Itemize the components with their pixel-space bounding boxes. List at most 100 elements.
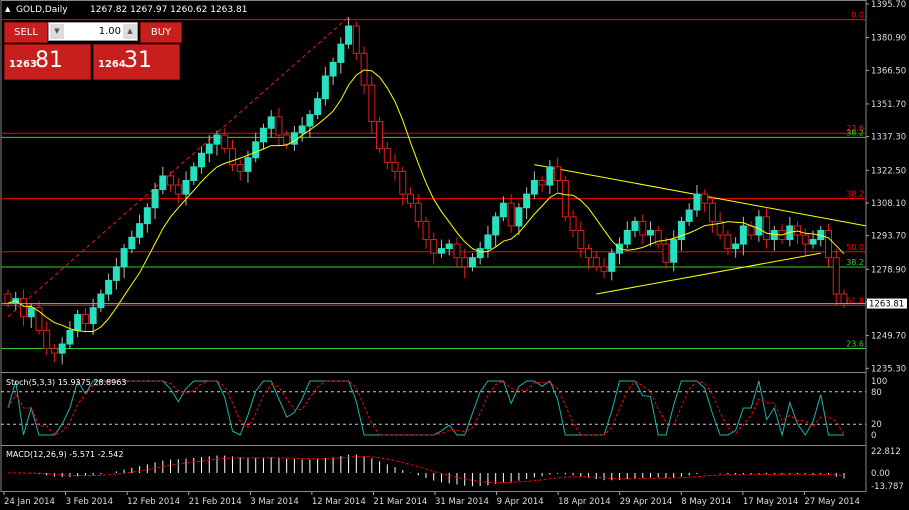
down-arrow-icon[interactable]: ▼	[50, 24, 64, 39]
candle-body-78	[608, 252, 616, 272]
candle-body-97	[755, 216, 763, 236]
candle-body-9	[74, 313, 82, 331]
buy-button[interactable]: BUY	[140, 22, 182, 43]
stoch-label: Stoch(5,3,3) 15.9375 28.8963	[6, 378, 126, 387]
price-tick-7: 1293.70	[871, 232, 906, 242]
candle-body-51	[399, 170, 407, 195]
candle-body-27	[213, 134, 221, 145]
fib-label-4: 61.8	[846, 296, 864, 305]
buy-price-box[interactable]: 1264 31	[93, 44, 180, 80]
fib-label-1: 23.6	[846, 124, 864, 133]
candle-body-33	[259, 127, 267, 143]
candle-body-45	[352, 25, 360, 54]
up-arrow-icon[interactable]: ▲	[123, 24, 137, 39]
candle-body-21	[167, 175, 175, 186]
date-tick-9: 18 Apr 2014	[558, 497, 611, 507]
candle-body-103	[801, 234, 809, 245]
candle-body-22	[174, 184, 182, 195]
date-tick-13: 27 May 2014	[804, 497, 859, 507]
candle-body-7	[58, 343, 66, 354]
date-tick-11: 8 May 2014	[681, 497, 731, 507]
triangle-lower-line	[596, 252, 821, 295]
candle-body-55	[430, 239, 438, 254]
candle-body-56	[437, 248, 445, 254]
lot-size-input[interactable]	[65, 24, 121, 39]
buy-price-small: 1264	[98, 59, 126, 70]
candle-body-104	[809, 239, 817, 245]
candle-body-18	[143, 207, 151, 225]
candle-body-95	[739, 225, 747, 245]
macd-label: MACD(12,26,9) -5.571 -2.542	[6, 450, 123, 459]
candle-body-60	[468, 257, 476, 268]
candle-body-38	[298, 125, 306, 134]
stoch-signal-line	[7, 380, 845, 436]
candle-body-106	[825, 229, 833, 259]
candle-body-26	[205, 143, 213, 154]
candle-body-17	[136, 223, 144, 238]
candle-body-90	[701, 193, 709, 204]
price-tick-4: 1337.30	[871, 133, 906, 143]
candle-body-11	[89, 307, 97, 325]
candle-body-107	[832, 257, 840, 295]
current-price-box	[867, 298, 907, 309]
candle-body-53	[414, 202, 422, 222]
fib-label-7: 23.6	[846, 340, 864, 349]
date-tick-7: 31 Mar 2014	[435, 497, 489, 507]
price-tick-11: 1235.30	[871, 364, 906, 374]
candle-body-61	[476, 248, 484, 259]
fib-label-0: 0.0	[851, 11, 864, 20]
candle-body-28	[221, 134, 229, 150]
price-tick-8: 1278.90	[871, 265, 906, 275]
candle-body-36	[283, 134, 291, 145]
stoch-tick-1: 80	[871, 388, 882, 398]
macd-tick-0: 22.812	[871, 447, 901, 457]
candle-body-63	[492, 216, 500, 236]
candle-body-16	[128, 236, 136, 250]
candle-body-52	[407, 193, 415, 204]
one-click-trading-panel: SELL ▼ ▲ BUY 1263 81 1264 31	[4, 22, 182, 82]
candle-body-86	[670, 239, 678, 263]
price-tick-10: 1249.70	[871, 332, 906, 342]
candle-body-96	[747, 225, 755, 236]
stoch-tick-3: 0	[871, 431, 876, 441]
date-tick-8: 9 Apr 2014	[497, 497, 544, 507]
header-symbol: GOLD,Daily	[16, 5, 68, 15]
candle-body-12	[97, 293, 105, 309]
date-tick-2: 12 Feb 2014	[127, 497, 180, 507]
sell-price-box[interactable]: 1263 81	[4, 44, 91, 80]
candle-body-8	[66, 329, 74, 345]
candle-body-91	[708, 202, 716, 222]
price-tick-1: 1380.90	[871, 34, 906, 44]
candle-body-80	[623, 229, 631, 245]
candle-body-49	[383, 148, 391, 163]
candle-body-108	[840, 293, 848, 305]
candle-body-15	[120, 248, 128, 268]
sell-button[interactable]: SELL	[4, 22, 48, 43]
candle-body-42	[329, 61, 337, 77]
candle-body-94	[732, 243, 740, 250]
candle-body-39	[306, 114, 314, 127]
candle-body-4	[35, 307, 43, 331]
candle-body-87	[677, 220, 685, 241]
fib-label-2: 38.2	[846, 190, 864, 199]
date-tick-3: 21 Feb 2014	[189, 497, 242, 507]
candle-body-59	[461, 257, 469, 268]
candle-body-5	[43, 329, 51, 350]
rising-trend-line	[7, 16, 349, 318]
candle-body-69	[538, 179, 546, 186]
candle-body-50	[391, 161, 399, 172]
candle-body-40	[314, 98, 322, 116]
candle-body-14	[112, 266, 120, 281]
price-tick-0: 1395.70	[871, 0, 906, 10]
price-tick-6: 1308.10	[871, 199, 906, 209]
candle-body-48	[376, 120, 384, 150]
lot-size-field: ▼ ▲	[48, 22, 138, 41]
candle-body-98	[763, 216, 771, 241]
candle-body-64	[499, 202, 507, 218]
candle-body-88	[685, 209, 693, 222]
candle-body-74	[577, 229, 585, 250]
macd-signal-line	[8, 455, 845, 484]
fib-label-3: 50.0	[846, 243, 864, 252]
moving-average-line	[7, 69, 845, 332]
